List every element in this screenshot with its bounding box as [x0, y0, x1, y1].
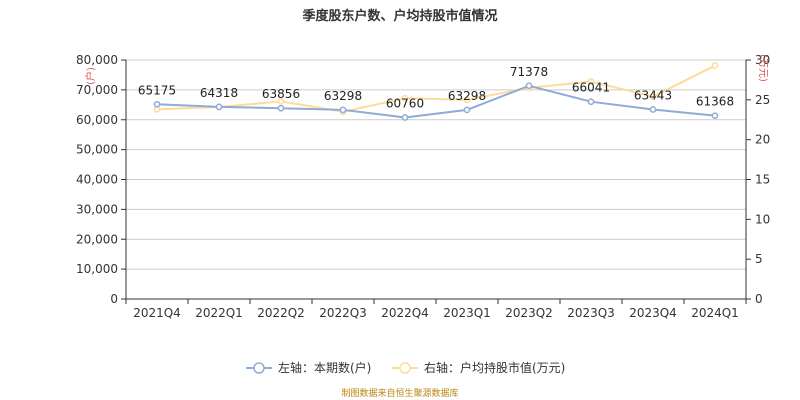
y-left-tick-label: 60,000	[76, 113, 118, 127]
y-left-tick-label: 50,000	[76, 143, 118, 157]
x-tick-label: 2023Q1	[443, 306, 491, 320]
y-left-axis-label: (户)	[84, 67, 97, 85]
data-label: 63298	[324, 89, 362, 103]
chart-title: 季度股东户数、户均持股市值情况	[301, 8, 497, 24]
data-label: 64318	[200, 86, 238, 100]
y-right-tick-label: 20	[755, 133, 770, 147]
point-left	[401, 114, 409, 121]
point-left	[525, 82, 533, 90]
source-note: 制图数据来自恒生聚源数据库	[341, 387, 458, 399]
x-tick-label: 2022Q4	[381, 306, 429, 320]
y-left-tick-label: 80,000	[76, 53, 118, 67]
legend-item-right[interactable]: 右轴：户均持股市值(万元)	[392, 360, 565, 375]
y-left-tick-label: 20,000	[76, 232, 118, 246]
y-right-tick-label: 10	[755, 212, 770, 226]
point-left	[587, 98, 595, 106]
y-right-tick-label: 30	[755, 53, 770, 67]
y-left-tick-label: 10,000	[76, 262, 118, 276]
x-tick-label: 2023Q3	[567, 306, 615, 320]
data-labels: 65175 64318 63856 63298 60760 63298 71378 66041…	[138, 65, 734, 111]
x-tick-label: 2023Q2	[505, 306, 553, 320]
data-label: 60760	[386, 96, 424, 110]
y-right-tick-label: 0	[755, 292, 763, 306]
data-label: 65175	[138, 83, 176, 97]
data-label: 63856	[262, 87, 300, 101]
legend: 左轴：本期数(户) 右轴：户均持股市值(万元)	[246, 360, 565, 375]
series-line-left	[156, 84, 716, 119]
legend-marker-left	[253, 362, 265, 374]
data-label: 71378	[510, 65, 548, 79]
point-right	[463, 96, 471, 104]
x-tick-label: 2022Q2	[257, 306, 305, 320]
point-left	[277, 104, 285, 112]
point-left	[339, 106, 347, 114]
series-line-right	[156, 64, 716, 113]
point-left	[649, 106, 657, 113]
legend-label-left: 左轴：本期数(户)	[278, 360, 371, 375]
x-tick-label: 2023Q4	[629, 306, 677, 320]
y-right-axis-label: (万元)	[757, 54, 768, 82]
axes: 0 10,000 20,000 30,000 40,000 50,000 60,000 70,…	[76, 53, 770, 320]
point-left	[153, 100, 161, 108]
point-right	[649, 93, 657, 100]
x-tick-label: 2022Q3	[319, 306, 367, 320]
y-left-tick-label: 0	[110, 292, 118, 306]
y-right-tick-label: 15	[755, 173, 770, 187]
x-tick-label: 2021Q4	[133, 306, 181, 320]
y-left-tick-label: 30,000	[76, 202, 118, 216]
point-left	[711, 112, 719, 120]
y-left-tick-label: 70,000	[76, 83, 118, 97]
point-left	[463, 106, 471, 114]
x-tick-label: 2022Q1	[195, 306, 243, 320]
point-right	[401, 94, 409, 102]
data-label: 63298	[448, 89, 486, 103]
point-right	[587, 78, 595, 85]
data-label: 63443	[634, 88, 672, 102]
y-right-tick-label: 25	[755, 93, 770, 107]
y-left-tick-label: 40,000	[76, 173, 118, 187]
point-right	[711, 62, 719, 69]
data-label: 61368	[696, 95, 734, 109]
gridlines	[126, 59, 746, 270]
legend-item-left[interactable]: 左轴：本期数(户)	[246, 360, 371, 375]
data-label: 66041	[572, 81, 610, 95]
series-lines	[153, 62, 719, 121]
legend-marker-right	[399, 362, 411, 374]
y-right-tick-label: 5	[755, 252, 763, 266]
legend-label-right: 右轴：户均持股市值(万元)	[424, 360, 565, 375]
point-right	[277, 98, 285, 105]
x-tick-label: 2024Q1	[691, 306, 739, 320]
point-left	[215, 103, 223, 111]
